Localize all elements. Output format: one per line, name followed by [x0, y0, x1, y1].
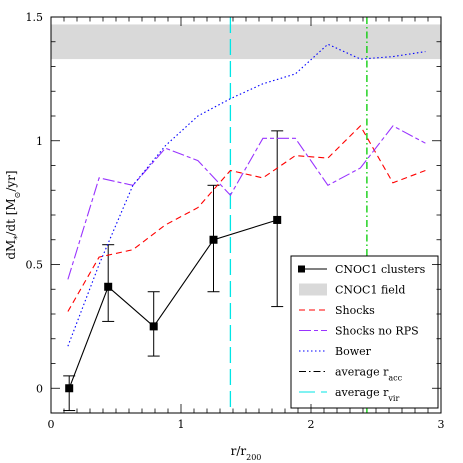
legend-label-part: Shocks	[335, 304, 375, 317]
x-tick-label: 0	[48, 418, 55, 431]
data-point	[149, 322, 158, 331]
data-point	[209, 235, 218, 244]
legend: CNOC1 clusters CNOC1 field Shocks Shocks no…	[290, 255, 439, 409]
y-axis-label-part: ⊙	[13, 192, 22, 199]
y-tick-label: 1	[36, 135, 43, 148]
x-axis-label: r/r200	[231, 444, 262, 462]
y-tick-label: 1.5	[26, 11, 44, 24]
y-axis-label: dM*/dt [M⊙/yr]	[4, 170, 22, 259]
series-line-0	[68, 219, 278, 389]
legend-swatch-band	[299, 283, 327, 296]
legend-label-part: acc	[388, 373, 402, 382]
y-axis-label-part: /dt [M	[4, 198, 18, 235]
x-tick-label: 1	[178, 418, 185, 431]
axes: 0 1 2 3 0 0.5 1 1.5 r/r200 dM*/dt [M⊙/yr]	[4, 11, 445, 462]
legend-label-part: average r	[335, 366, 389, 379]
legend-label-part: Bower	[335, 345, 372, 358]
data-point	[104, 282, 113, 291]
plot-area	[51, 17, 441, 413]
series-line-3	[67, 43, 426, 347]
data-point	[273, 215, 282, 224]
legend-label-part: CNOC1 field	[335, 284, 405, 297]
data-point	[65, 384, 74, 393]
y-axis-label-part: /yr]	[4, 170, 18, 191]
y-axis-label-part: *	[13, 236, 22, 240]
x-tick-label: 3	[438, 418, 445, 431]
legend-label: CNOC1 field	[335, 284, 405, 297]
legend-label: Shocks no RPS	[335, 325, 419, 338]
legend-label: average racc	[335, 366, 403, 383]
legend-label-part: Shocks no RPS	[335, 325, 419, 338]
y-tick-label: 0	[36, 382, 43, 395]
legend-label: CNOC1 clusters	[335, 263, 426, 276]
series-line-2	[67, 125, 426, 280]
series-line-1	[67, 125, 426, 312]
legend-label-part: CNOC1 clusters	[335, 263, 426, 276]
y-axis-label-part: dM	[4, 240, 18, 260]
field-band	[51, 24, 441, 60]
legend-label: average rvir	[335, 386, 399, 403]
y-tick-label: 0.5	[26, 259, 44, 272]
legend-label: Shocks	[335, 304, 375, 317]
legend-label: Bower	[335, 345, 372, 358]
x-tick-label: 2	[308, 418, 315, 431]
legend-label-part: average r	[335, 386, 389, 399]
legend-swatch-square	[298, 265, 305, 273]
legend-box	[290, 255, 439, 409]
x-axis-label-part: r/r	[231, 444, 247, 458]
legend-label-part: vir	[387, 394, 399, 403]
x-axis-label-part: 200	[246, 453, 261, 462]
